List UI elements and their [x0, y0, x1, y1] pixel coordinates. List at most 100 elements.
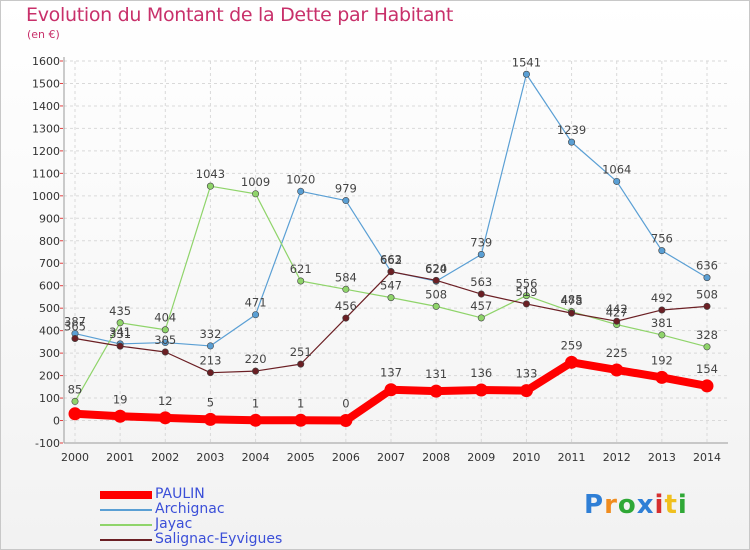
legend-item: Jayac	[100, 517, 282, 532]
data-point	[297, 277, 305, 285]
legend-label: Jayac	[155, 516, 193, 532]
data-label: 485	[561, 293, 583, 307]
x-tick-label: 2004	[242, 451, 270, 464]
chart-subtitle: (en €)	[27, 28, 60, 41]
data-point	[161, 326, 169, 334]
y-tick-label: 900	[39, 212, 60, 225]
data-label: 563	[470, 275, 492, 289]
y-tick-label: 1500	[32, 77, 60, 90]
data-point	[294, 413, 308, 427]
data-label: 519	[515, 285, 537, 299]
data-label: 220	[245, 352, 267, 366]
data-label: 979	[335, 182, 357, 196]
data-point	[658, 247, 666, 255]
data-label: 328	[696, 328, 718, 342]
data-label: 478	[561, 294, 583, 308]
data-label: 404	[154, 311, 176, 325]
data-point	[68, 407, 82, 421]
x-tick-label: 2014	[693, 451, 721, 464]
data-point	[477, 314, 485, 322]
data-label: 662	[380, 253, 402, 267]
data-label: 85	[68, 382, 83, 396]
x-tick-label: 2010	[512, 451, 540, 464]
legend-item: Archignac	[100, 502, 282, 517]
x-tick-label: 2012	[603, 451, 631, 464]
data-label: 5	[207, 395, 214, 409]
x-tick-label: 2008	[422, 451, 450, 464]
legend-label: Archignac	[155, 501, 225, 517]
data-point	[339, 414, 353, 428]
data-point	[613, 317, 621, 325]
data-label: 381	[651, 316, 673, 330]
data-point	[161, 339, 169, 347]
data-label: 457	[470, 299, 492, 313]
data-label: 154	[696, 362, 718, 376]
data-point	[203, 412, 217, 426]
chart-title: Evolution du Montant de la Dette par Hab…	[26, 4, 454, 26]
x-tick-label: 2006	[332, 451, 360, 464]
data-point	[71, 397, 79, 405]
data-point	[432, 276, 440, 284]
data-label: 332	[199, 327, 221, 341]
x-tick-label: 2001	[106, 451, 134, 464]
data-point	[519, 384, 533, 398]
data-label: 492	[651, 291, 673, 305]
y-tick-label: 600	[39, 280, 60, 293]
data-label: 508	[696, 287, 718, 301]
x-tick-label: 2003	[196, 451, 224, 464]
logo-letter: t	[664, 490, 678, 520]
data-point	[432, 302, 440, 310]
data-label: 133	[515, 367, 537, 381]
data-point	[658, 331, 666, 339]
data-point	[522, 70, 530, 78]
data-label: 427	[606, 306, 628, 320]
data-label: 624	[425, 261, 447, 275]
y-tick-label: 200	[39, 370, 60, 383]
data-point	[116, 319, 124, 327]
data-label: 225	[606, 346, 628, 360]
data-label: 508	[425, 287, 447, 301]
data-label: 387	[64, 315, 86, 329]
legend-item: Salignac-Eyvigues	[100, 532, 282, 547]
legend-swatch	[100, 538, 152, 541]
legend-swatch	[100, 490, 152, 499]
x-tick-label: 2011	[558, 451, 586, 464]
data-point	[703, 302, 711, 310]
data-point	[655, 370, 669, 384]
data-label: 584	[335, 270, 357, 284]
data-label: 739	[470, 235, 492, 249]
logo-letter: o	[617, 490, 637, 520]
data-point	[342, 285, 350, 293]
data-point	[703, 343, 711, 351]
data-point	[113, 409, 127, 423]
data-label: 756	[651, 232, 673, 246]
legend-swatch	[100, 508, 152, 511]
data-point	[252, 190, 260, 198]
data-label: 1	[252, 396, 259, 410]
data-label: 621	[290, 262, 312, 276]
data-label: 1541	[512, 55, 541, 69]
series-archignac: 387 341 332 471 1020 979 663 620 739 1541 1239 1064…	[64, 55, 718, 350]
data-label: 1	[297, 396, 304, 410]
data-label: 19	[113, 392, 128, 406]
y-tick-label: 400	[39, 325, 60, 338]
y-tick-label: 500	[39, 302, 60, 315]
legend-swatch	[100, 523, 152, 526]
data-label: 0	[342, 397, 349, 411]
data-point	[429, 384, 443, 398]
y-tick-label: 300	[39, 347, 60, 360]
data-point	[387, 294, 395, 302]
logo-letter: i	[677, 490, 688, 520]
data-label: 305	[154, 333, 176, 347]
data-label: 341	[109, 325, 131, 339]
data-point	[342, 197, 350, 205]
data-point	[700, 379, 714, 393]
data-point	[252, 311, 260, 319]
data-point	[658, 306, 666, 314]
data-point	[613, 177, 621, 185]
data-label: 442	[606, 302, 628, 316]
data-point	[474, 383, 488, 397]
data-label: 1064	[602, 162, 631, 176]
